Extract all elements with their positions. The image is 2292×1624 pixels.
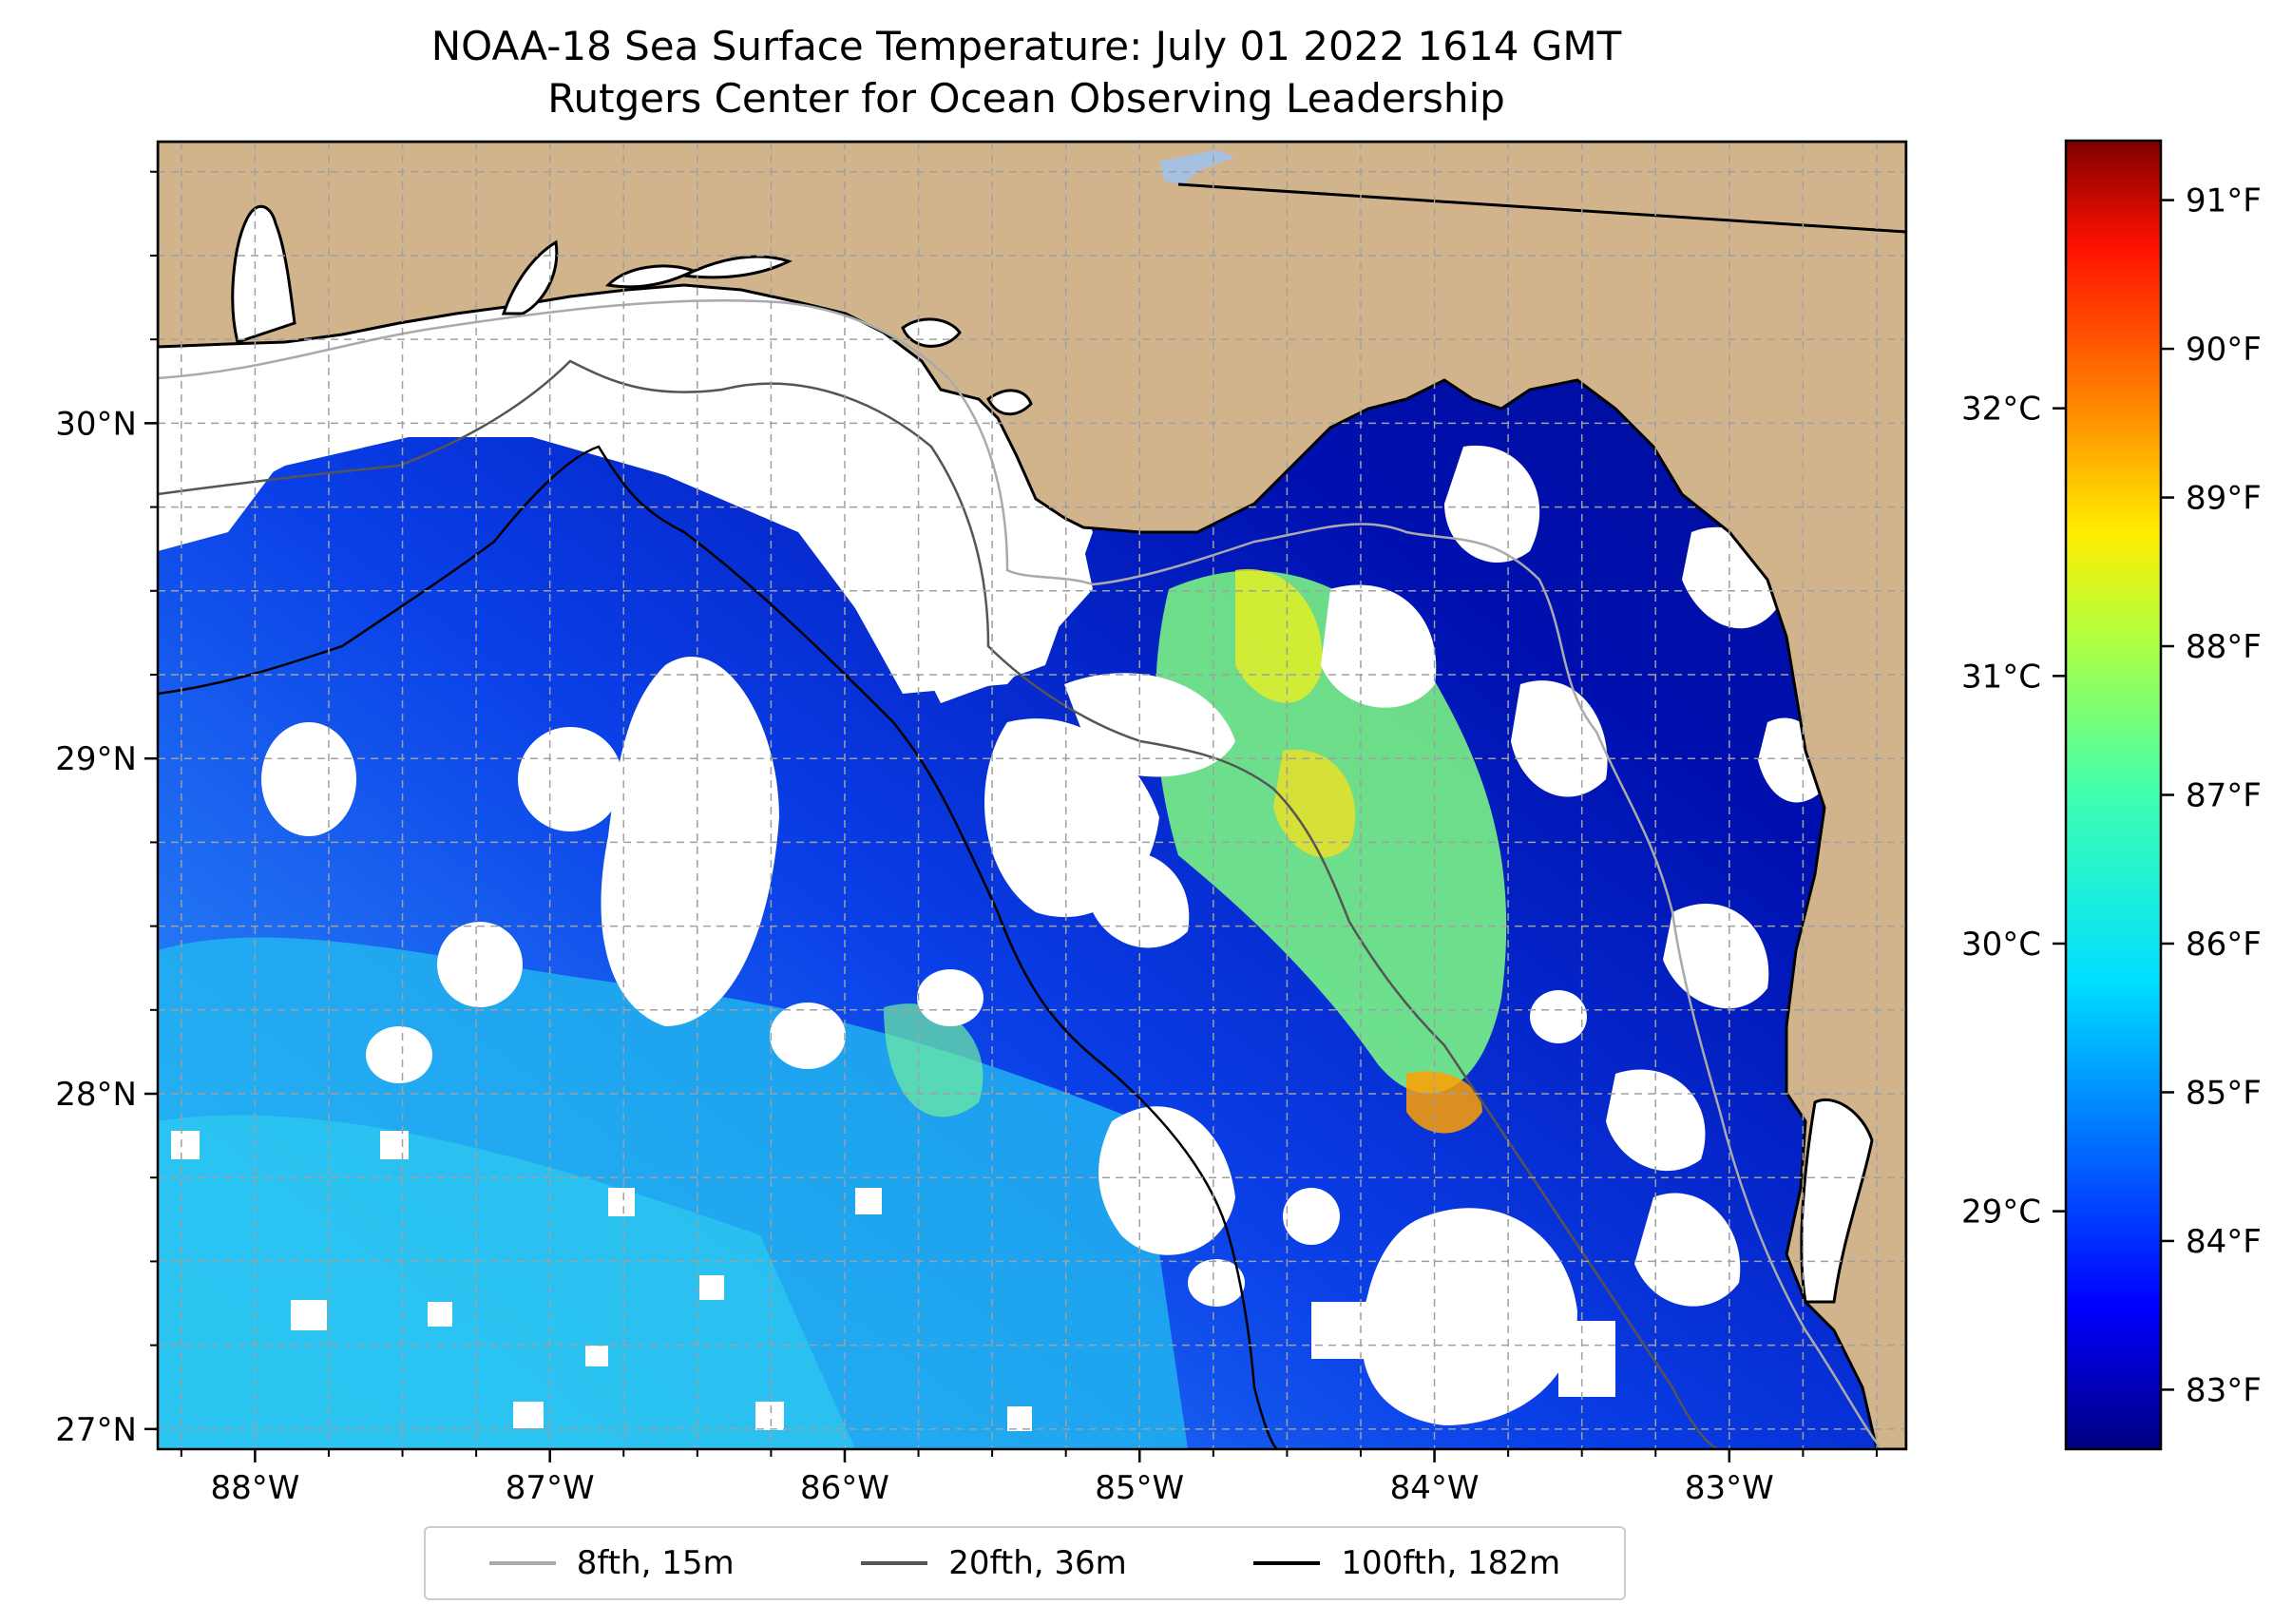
legend-line-100fth [1253, 1561, 1321, 1565]
legend-item-8fth: 8fth, 15m [488, 1544, 735, 1582]
cbar-f-label: 83°F [2186, 1371, 2262, 1409]
contour-20fth [158, 359, 1721, 1449]
legend-line-8fth [488, 1561, 556, 1565]
lat-tick-label: 28°N [55, 1076, 137, 1114]
axis-ticks [144, 170, 1878, 1462]
legend-label-20fth: 20fth, 36m [948, 1544, 1127, 1582]
cbar-f-label: 85°F [2186, 1074, 2262, 1112]
cbar-f-label: 89°F [2186, 480, 2262, 518]
lon-tick-label: 87°W [506, 1469, 595, 1507]
legend-label-8fth: 8fth, 15m [576, 1544, 735, 1582]
legend: 8fth, 15m 20fth, 36m 100fth, 182m [424, 1526, 1626, 1600]
map-area [158, 142, 1906, 1449]
contour-100fth [158, 445, 1279, 1449]
chart-subtitle: Rutgers Center for Ocean Observing Leade… [547, 75, 1505, 122]
chart-title: NOAA-18 Sea Surface Temperature: July 01… [430, 23, 1622, 69]
cbar-c-label: 29°C [1961, 1194, 2041, 1232]
cbar-f-label: 84°F [2186, 1223, 2262, 1261]
cbar-f-label: 86°F [2186, 926, 2262, 964]
lon-tick-label: 88°W [210, 1469, 299, 1507]
state-boundary [1177, 182, 1906, 234]
legend-item-20fth: 20fth, 36m [861, 1544, 1127, 1582]
cbar-c-label: 31°C [1961, 658, 2041, 696]
legend-line-20fth [861, 1561, 928, 1565]
cbar-f-label: 91°F [2186, 182, 2262, 220]
lon-tick-label: 83°W [1685, 1469, 1774, 1507]
cbar-c-label: 32°C [1961, 391, 2041, 429]
lat-tick-label: 27°N [55, 1411, 137, 1449]
cbar-c-label: 30°C [1961, 926, 2041, 964]
legend-label-100fth: 100fth, 182m [1341, 1544, 1561, 1582]
cbar-f-label: 90°F [2186, 331, 2262, 369]
bays [231, 205, 1874, 1304]
map-frame [156, 140, 1908, 1451]
colorbar-ticks: 91°F 90°F 89°F 88°F 87°F 86°F 85°F 84°F 83°F 32°C… [1961, 182, 2262, 1410]
cbar-f-label: 88°F [2186, 628, 2262, 666]
cbar-f-label: 87°F [2186, 777, 2262, 815]
gridlines [158, 142, 1906, 1449]
lon-tick-label: 85°W [1095, 1469, 1184, 1507]
sst-yellow-patch [1235, 568, 1323, 703]
lat-tick-label: 30°N [55, 405, 137, 443]
lon-tick-label: 86°W [800, 1469, 889, 1507]
sst-green-patch [884, 1003, 984, 1118]
lake [1159, 150, 1235, 185]
lon-tick-label: 84°W [1390, 1469, 1480, 1507]
sst-orange-patch [1406, 1071, 1482, 1134]
lat-tick-label: 29°N [55, 740, 137, 778]
axis-labels: 88°W 87°W 86°W 85°W 84°W 83°W 30°N 29°N 28°N 27°N [55, 405, 1773, 1507]
legend-item-100fth: 100fth, 182m [1253, 1544, 1560, 1582]
colorbar [2064, 139, 2163, 1451]
sst-cyan-patch [158, 1115, 855, 1449]
contour-8fth [158, 298, 1882, 1449]
sst-yellow-patch [1273, 749, 1356, 858]
